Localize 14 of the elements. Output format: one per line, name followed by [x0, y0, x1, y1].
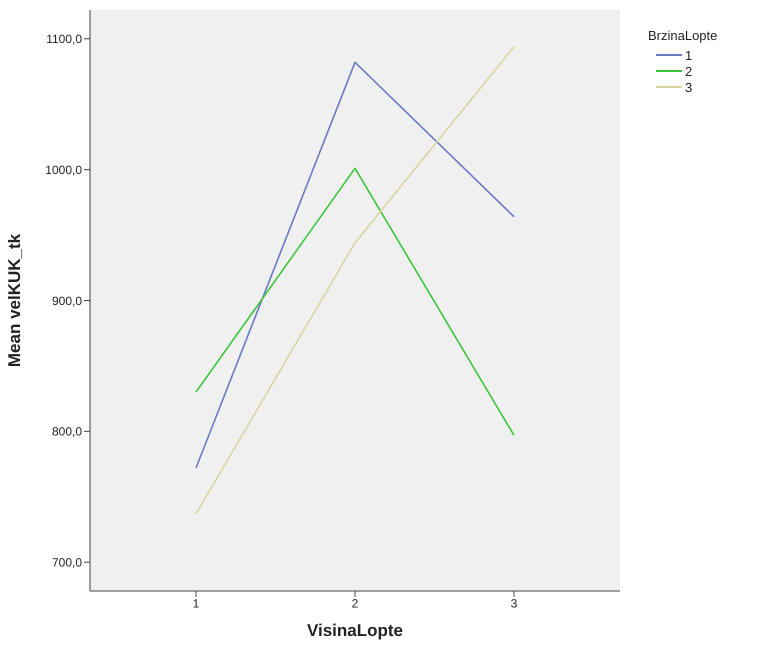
y-tick-label: 900,0	[52, 294, 82, 308]
y-tick-label: 1100,0	[46, 32, 82, 46]
legend-label: 3	[685, 80, 692, 94]
y-tick-label: 700,0	[52, 555, 82, 570]
x-axis-title: VisinaLopte	[306, 621, 404, 640]
y-tick-label: 800,0	[52, 424, 82, 439]
x-tick-label: 1	[192, 596, 200, 611]
legend-title: BrzinaLopte	[648, 28, 718, 43]
legend-label: 2	[685, 64, 692, 78]
x-tick-label: 2	[352, 596, 359, 611]
y-tick-label: 1000,0	[45, 162, 82, 177]
x-tick-label: 3	[510, 596, 518, 611]
legend-label: 1	[685, 48, 692, 62]
y-axis-title: Mean velKUK_tk	[5, 233, 24, 368]
